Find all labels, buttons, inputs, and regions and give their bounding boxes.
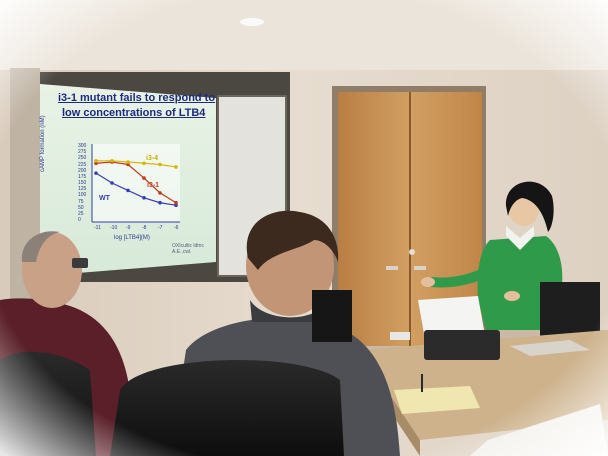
series-label-i3-4: i3-4 bbox=[146, 155, 159, 162]
y-tick-label: 150 bbox=[78, 180, 87, 186]
y-tick-label: 300 bbox=[78, 143, 87, 149]
slide-x-axis-label: log [LTB4](M) bbox=[114, 235, 150, 241]
x-tick-label: -8 bbox=[142, 225, 147, 231]
y-tick-label: 125 bbox=[78, 186, 87, 193]
y-tick-label: 25 bbox=[78, 210, 84, 217]
x-tick-label: -9 bbox=[126, 225, 131, 231]
y-tick-label: 175 bbox=[78, 173, 87, 180]
x-tick-label: -10 bbox=[110, 225, 118, 231]
series-label-wt: WT bbox=[99, 195, 110, 202]
x-tick-label: -11 bbox=[94, 225, 101, 231]
y-tick-label: 50 bbox=[78, 204, 84, 211]
x-tick-label: -7 bbox=[158, 225, 163, 231]
slide-title-line-2: low concentrations of LTB4 bbox=[62, 107, 206, 119]
y-tick-label: 225 bbox=[78, 161, 87, 168]
slide-citation: OXIcultic ldtnc A.E..cwl. bbox=[172, 243, 204, 255]
y-tick-label: 275 bbox=[78, 149, 87, 156]
y-tick-label: 200 bbox=[78, 167, 87, 174]
slide-title-line-1: i3-1 mutant fails to respond to bbox=[58, 92, 216, 104]
y-tick-label: 0 bbox=[78, 217, 81, 223]
slide-y-axis-label: cAMP formation (nM) bbox=[40, 115, 46, 172]
y-tick-label: 100 bbox=[78, 192, 87, 199]
y-tick-label: 75 bbox=[78, 198, 84, 205]
x-tick-label: -6 bbox=[174, 225, 179, 231]
series-label-i3-1: i3-1 bbox=[147, 182, 160, 189]
y-tick-label: 250 bbox=[78, 155, 87, 162]
